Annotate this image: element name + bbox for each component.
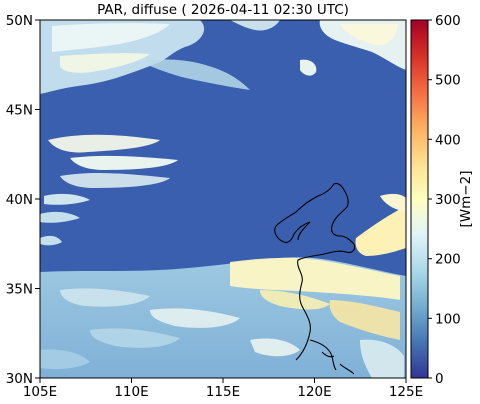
colorbar-label: [Wm−2] <box>458 171 474 228</box>
cloud-region-midwest <box>40 134 178 246</box>
lon-tick-label: 115E <box>206 384 240 400</box>
colorbar-tick-label: 500 <box>435 73 461 89</box>
cloud-region-south <box>40 257 406 378</box>
lat-tick-label: 35N <box>6 282 33 298</box>
colorbar-tick-label: 600 <box>435 13 461 29</box>
lat-tick-label: 40N <box>6 192 33 208</box>
lon-tick-label: 105E <box>23 384 57 400</box>
lon-tick-label: 110E <box>114 384 148 400</box>
colorbar-tick-label: 400 <box>435 132 461 148</box>
axis-ticks <box>35 19 407 383</box>
cloud-region-north <box>40 20 280 94</box>
map-plot-area <box>40 20 406 378</box>
lat-tick-labels: 50N 45N 40N 35N 30N <box>6 13 33 387</box>
colorbar-tick-label: 300 <box>435 192 461 208</box>
colorbar-tick-label: 100 <box>435 311 461 327</box>
lon-tick-label: 120E <box>297 384 331 400</box>
colorbar-tick-label: 200 <box>435 252 461 268</box>
cloud-region-northeast <box>300 20 406 76</box>
colorbar-tick-label: 0 <box>435 371 444 387</box>
lat-tick-label: 50N <box>6 13 33 29</box>
colorbar-gradient <box>410 19 429 379</box>
colorbar: 600 500 400 300 200 100 0 [Wm−2] <box>410 13 474 387</box>
lon-tick-label: 125E <box>389 384 423 400</box>
coastline <box>274 182 356 375</box>
lon-tick-labels: 105E 110E 115E 120E 125E <box>23 384 423 400</box>
lat-tick-label: 30N <box>6 371 33 387</box>
cloud-region-east <box>355 193 406 256</box>
lat-tick-label: 45N <box>6 103 33 119</box>
page-title: PAR, diffuse ( 2026-04-11 02:30 UTC) <box>97 2 349 18</box>
